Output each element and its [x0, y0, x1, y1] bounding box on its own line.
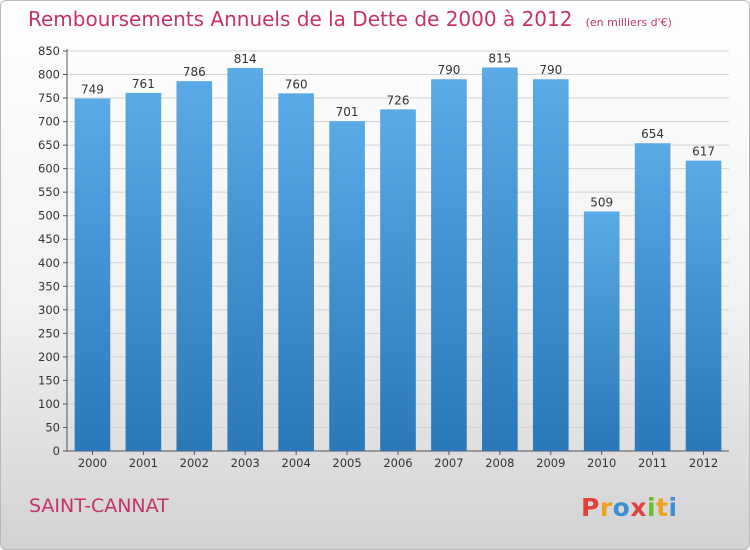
- bar: [125, 92, 162, 451]
- y-tick-label: 300: [38, 303, 60, 317]
- x-tick-label: 2001: [129, 456, 158, 470]
- bar-value-label: 790: [437, 63, 460, 77]
- chart-title-main: Remboursements Annuels de la Dette de 20…: [28, 7, 573, 31]
- x-tick-label: 2011: [638, 456, 667, 470]
- bar-value-label: 815: [488, 51, 511, 65]
- x-tick-label: 2004: [282, 456, 311, 470]
- x-tick-label: 2009: [536, 456, 565, 470]
- bars: [74, 67, 722, 452]
- bar: [685, 160, 722, 451]
- x-tick-label: 2003: [231, 456, 260, 470]
- y-tick-label: 800: [38, 68, 60, 82]
- bar-value-label: 749: [81, 83, 104, 97]
- y-tick-label: 400: [38, 256, 60, 270]
- x-tick-label: 2002: [180, 456, 209, 470]
- bar: [380, 109, 416, 452]
- x-tick-label: 2010: [587, 456, 616, 470]
- bar-value-label: 786: [183, 65, 206, 79]
- logo-letter: P: [581, 493, 600, 522]
- bar: [278, 93, 314, 452]
- x-tick-label: 2008: [485, 456, 514, 470]
- logo-letter: x: [630, 493, 647, 522]
- y-tick-label: 650: [38, 138, 60, 152]
- y-tick-label: 850: [38, 44, 60, 58]
- logo-letter: i: [647, 493, 657, 522]
- y-tick-label: 450: [38, 232, 60, 246]
- commune-name: SAINT-CANNAT: [29, 495, 169, 517]
- x-tick-label: 2006: [383, 456, 412, 470]
- y-tick-label: 200: [38, 350, 60, 364]
- chart-title-unit: (en milliers d'€): [585, 16, 672, 29]
- y-tick-label: 0: [53, 444, 60, 458]
- bar-value-label: 726: [387, 93, 410, 107]
- bar-value-label: 761: [132, 77, 155, 91]
- y-tick-label: 150: [38, 373, 60, 387]
- x-tick-label: 2005: [332, 456, 361, 470]
- y-tick-label: 350: [38, 279, 60, 293]
- y-tick-label: 100: [38, 397, 60, 411]
- bar-value-label: 654: [641, 127, 664, 141]
- y-tick-label: 500: [38, 209, 60, 223]
- bar: [176, 81, 213, 451]
- bar-value-label: 760: [285, 77, 308, 91]
- chart-title: Remboursements Annuels de la Dette de 20…: [28, 7, 672, 31]
- x-tick-label: 2000: [78, 456, 107, 470]
- bar-value-label: 509: [590, 195, 613, 209]
- logo-letter: i: [668, 493, 678, 522]
- bar-value-label: 790: [539, 63, 562, 77]
- data-labels: 749 761 786 814 760 701 726 790 815 790 509 654 617: [81, 51, 715, 209]
- logo-letter: t: [656, 493, 669, 522]
- bar: [583, 211, 620, 451]
- y-tick-label: 550: [38, 185, 60, 199]
- y-tick-label: 50: [45, 420, 60, 434]
- bar: [329, 121, 365, 451]
- x-tick-label: 2012: [689, 456, 718, 470]
- bar: [227, 67, 264, 452]
- y-tick-label: 250: [38, 326, 60, 340]
- proxiti-logo: Proxiti: [581, 493, 678, 522]
- bar: [74, 98, 111, 451]
- bar: [431, 79, 467, 451]
- y-tick-label: 700: [38, 115, 60, 129]
- bar: [482, 67, 518, 452]
- bar: [634, 143, 671, 451]
- y-tick-label: 600: [38, 162, 60, 176]
- logo-letter: r: [599, 493, 613, 522]
- bar: [532, 79, 569, 451]
- y-tick-label: 750: [38, 91, 60, 105]
- logo-letter: o: [612, 493, 631, 522]
- x-tick-label: 2007: [434, 456, 463, 470]
- bar-value-label: 814: [234, 52, 257, 66]
- bar-value-label: 617: [692, 145, 715, 159]
- bar-value-label: 701: [336, 105, 359, 119]
